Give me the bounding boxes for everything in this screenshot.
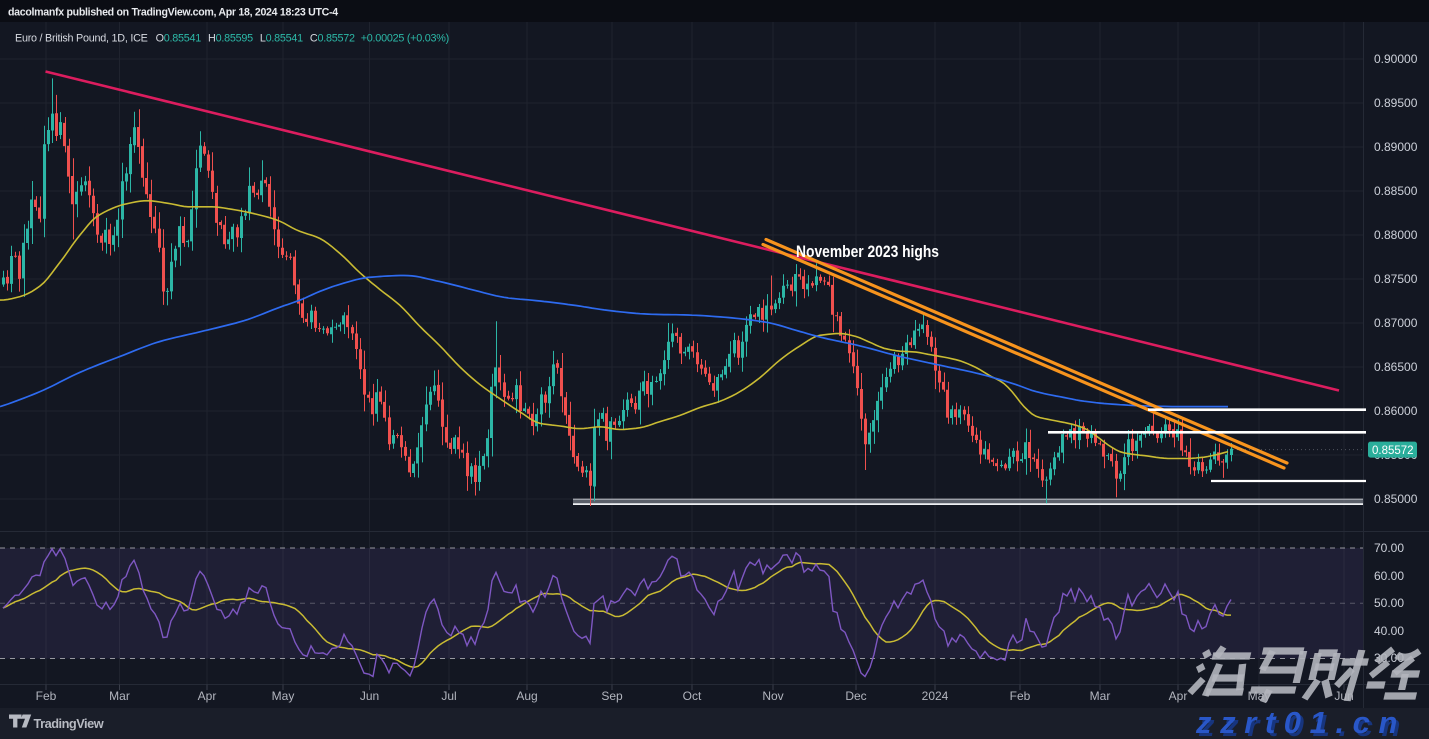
svg-text:0.90000: 0.90000 [1374,52,1418,66]
svg-text:0.87500: 0.87500 [1374,272,1418,286]
svg-text:zzrt01.cn: zzrt01.cn [1198,708,1409,739]
svg-text:Nov: Nov [762,689,783,703]
svg-text:0.85000: 0.85000 [1374,492,1418,506]
svg-text:Sep: Sep [601,689,623,703]
svg-text:Feb: Feb [36,689,57,703]
svg-text:0.85572: 0.85572 [1372,445,1414,457]
svg-text:Jul: Jul [441,689,456,703]
svg-text:Oct: Oct [683,689,702,703]
svg-text:0.89000: 0.89000 [1374,140,1418,154]
svg-text:May: May [272,689,295,703]
svg-text:2024: 2024 [922,689,949,703]
svg-text:0.88500: 0.88500 [1374,184,1418,198]
svg-text:0.87000: 0.87000 [1374,316,1418,330]
svg-text:Aug: Aug [516,689,537,703]
svg-text:Jun: Jun [360,689,379,703]
svg-text:Mar: Mar [109,689,130,703]
svg-text:November 2023 highs: November 2023 highs [796,243,939,261]
svg-text:50.00: 50.00 [1374,596,1404,610]
svg-text:zzrt01.cn: zzrt01.cn [1195,705,1406,739]
svg-text:TradingView: TradingView [34,716,104,731]
svg-text:Apr: Apr [198,689,217,703]
svg-text:0.86000: 0.86000 [1374,404,1418,418]
svg-text:0.89500: 0.89500 [1374,96,1418,110]
svg-text:Apr: Apr [1169,689,1188,703]
svg-text:60.00: 60.00 [1374,569,1404,583]
svg-text:Feb: Feb [1010,689,1031,703]
svg-text:40.00: 40.00 [1374,624,1404,638]
svg-text:Mar: Mar [1090,689,1111,703]
svg-text:0.88000: 0.88000 [1374,228,1418,242]
svg-text:dacolmanfx published on Tradin: dacolmanfx published on TradingView.com,… [8,7,338,19]
svg-text:70.00: 70.00 [1374,541,1404,555]
svg-text:0.86500: 0.86500 [1374,360,1418,374]
svg-text:Dec: Dec [845,689,866,703]
